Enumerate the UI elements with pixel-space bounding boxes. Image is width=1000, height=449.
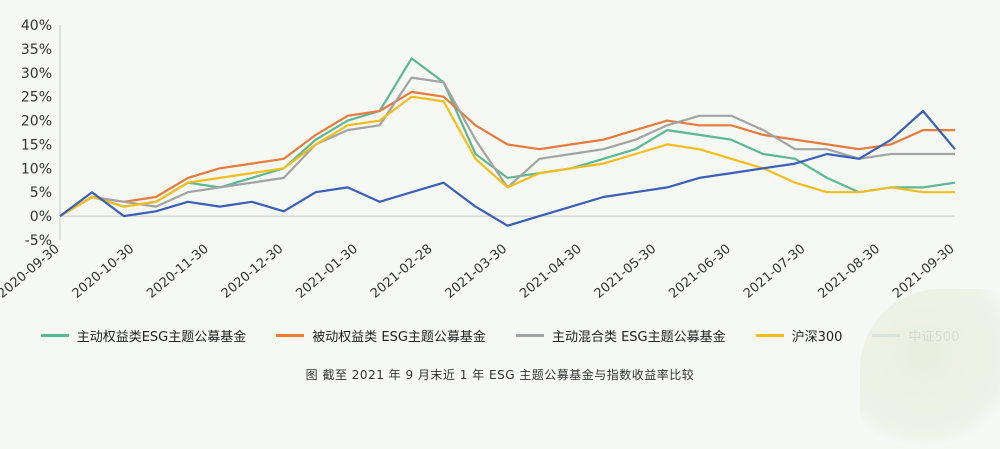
y-tick-label: 0% [30, 209, 52, 225]
y-tick-label: -5% [25, 233, 52, 249]
chart-caption: 图 截至 2021 年 9 月末近 1 年 ESG 主题公募基金与指数收益率比较 [305, 368, 695, 382]
legend-swatch [276, 334, 305, 337]
series-line-3 [59, 76, 955, 218]
legend-swatch [40, 334, 69, 337]
chart-area: -5% 0% 5% 10% 15% 20% 25% 30% 35% 40% 2020-09-30 20… [0, 18, 958, 302]
legend-item-1: 主动权益类ESG主题公募基金 [40, 326, 247, 345]
y-tick-label: 5% [30, 185, 52, 201]
y-tick-label: 35% [21, 42, 52, 58]
legend-item-4: 沪深300 [755, 326, 843, 345]
x-tick-label: 2021-02-28 [368, 242, 436, 302]
legend-label: 沪深300 [791, 330, 843, 345]
series-line-1 [59, 57, 956, 218]
legend-swatch [515, 334, 544, 337]
legend-label: 主动混合类 ESG主题公募基金 [551, 330, 726, 345]
x-tick-label: 2020-10-30 [70, 242, 138, 302]
y-tick-label: 25% [21, 90, 52, 106]
decorative-leaf [860, 289, 1000, 449]
y-tick-label: 40% [21, 18, 52, 34]
x-tick-label: 2020-11-30 [144, 242, 212, 302]
x-tick-label: 2021-08-30 [815, 242, 883, 302]
x-tick-label: 2021-04-30 [517, 242, 585, 302]
y-tick-label: 10% [21, 161, 52, 177]
x-tick-label: 2020-09-30 [0, 242, 63, 302]
x-tick-label: 2021-07-30 [741, 242, 809, 302]
series-line-4 [59, 95, 955, 218]
legend-label: 被动权益类 ESG主题公募基金 [312, 330, 486, 345]
legend-label: 主动权益类ESG主题公募基金 [76, 330, 247, 345]
y-tick-label: 30% [21, 66, 52, 82]
y-tick-label: 20% [21, 114, 52, 130]
line-chart: -5%0%5%10%15%20%25%30%35%40%2020-09-30 20… [0, 18, 958, 302]
legend: 主动权益类ESG主题公募基金 被动权益类 ESG主题公募基金 主动混合类 ESG主题… [0, 326, 1000, 345]
y-tick-label: 15% [21, 137, 52, 153]
legend-item-2: 被动权益类 ESG主题公募基金 [276, 326, 486, 345]
x-tick-label: 2021-05-30 [592, 242, 660, 302]
legend-item-3: 主动混合类 ESG主题公募基金 [515, 326, 726, 345]
x-tick-label: 2021-03-30 [443, 242, 511, 302]
legend-swatch [755, 334, 784, 337]
x-tick-label: 2020-12-30 [219, 242, 287, 302]
x-tick-label: 2021-06-30 [666, 242, 734, 302]
x-tick-label: 2021-01-30 [293, 242, 361, 302]
series-line-5 [59, 109, 956, 227]
series-line-2 [59, 90, 955, 218]
